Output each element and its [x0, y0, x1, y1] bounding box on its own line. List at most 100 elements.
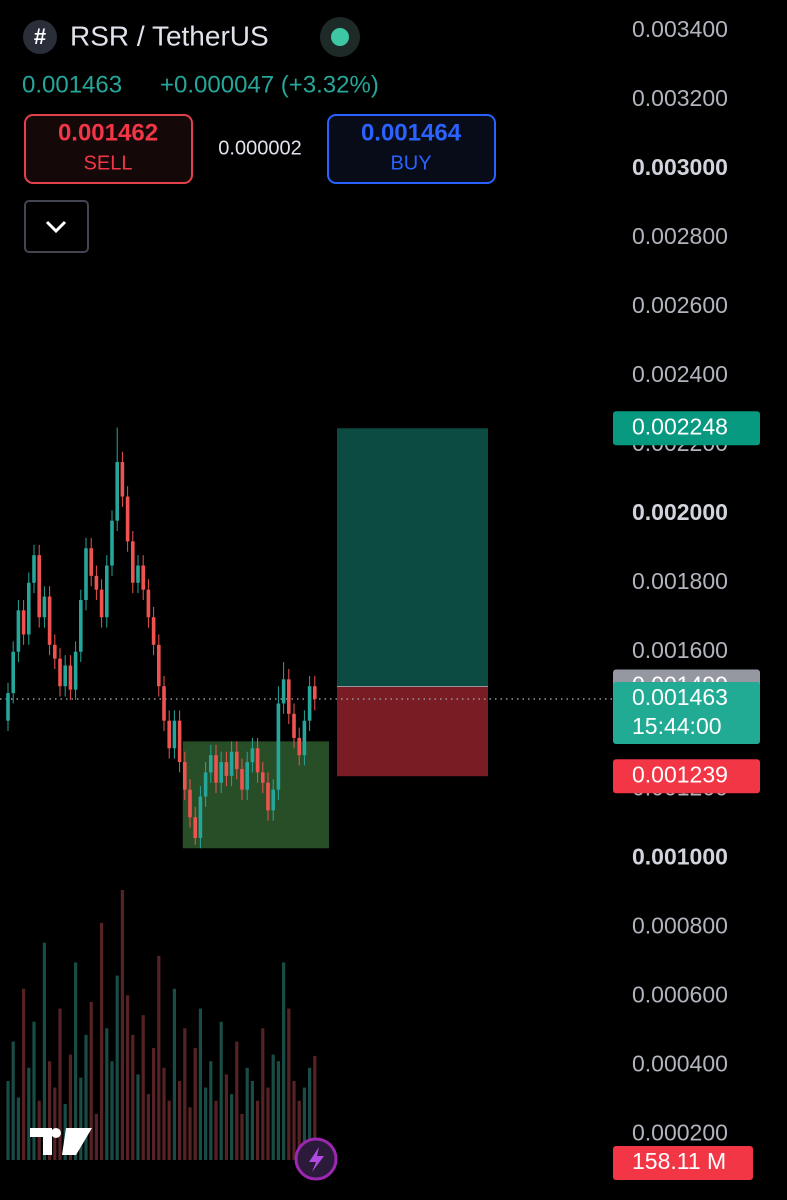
volume-bar [235, 1041, 239, 1160]
sell-price: 0.001462 [58, 119, 158, 146]
volume-bar [240, 1113, 244, 1160]
candle-body [110, 520, 114, 566]
volume-tag [613, 1146, 753, 1180]
volume-bar [157, 955, 161, 1160]
volume-bar [302, 1087, 306, 1160]
volume-bar [276, 1061, 280, 1160]
volume-bar [79, 1077, 83, 1160]
spread: 0.000002 [218, 137, 301, 159]
candle-body [157, 644, 161, 687]
volume-bar [224, 1074, 228, 1160]
volume-bar [271, 1054, 275, 1160]
volume-bar [100, 922, 104, 1160]
candle-body [32, 555, 36, 583]
volume-bar [110, 1061, 114, 1160]
candle-body [136, 565, 140, 583]
candle-body [203, 772, 208, 797]
volume-bar [214, 1100, 218, 1160]
volume-bar [152, 1048, 156, 1160]
volume-bar [74, 962, 78, 1160]
stop-tag-label: 0.001239 [632, 761, 728, 787]
volume-bar [68, 1054, 72, 1160]
volume-bar [162, 1067, 166, 1160]
candle-body [125, 496, 130, 542]
volume-bar [136, 1074, 140, 1160]
y-tick-label: 0.003400 [632, 16, 728, 42]
volume-bar [126, 995, 130, 1160]
chevron-icon [45, 220, 67, 234]
candle-body [313, 686, 317, 699]
candle-body [11, 651, 15, 694]
candle-body [172, 720, 177, 749]
volume-bar [32, 1021, 36, 1160]
volume-bar [198, 1008, 202, 1160]
candle-body [89, 548, 93, 576]
candle-body [281, 679, 286, 704]
volume-bar [58, 1008, 62, 1160]
last-price-tag-label: 15:44:00 [632, 713, 722, 739]
candle-body [307, 686, 312, 721]
volume-bar [292, 1080, 296, 1160]
candle-body [240, 768, 244, 790]
y-tick-label: 0.000600 [632, 982, 728, 1008]
header: # RSR / TetherUS 0.001463 +0.000047 (+3.… [22, 17, 496, 253]
volume-bar [63, 1104, 67, 1160]
candle-body [255, 748, 260, 773]
candle-body [188, 789, 192, 818]
volume-bar [120, 890, 124, 1160]
price: 0.001463 [22, 71, 122, 98]
position-loss [337, 686, 488, 777]
candle-body [151, 617, 156, 645]
y-tick-label: 0.001600 [632, 637, 728, 663]
footer-icons [30, 1128, 338, 1181]
volume-bar [89, 1001, 93, 1160]
candle-body [99, 589, 104, 618]
tradingview-logo[interactable] [30, 1128, 92, 1155]
volume-bar [230, 1094, 234, 1160]
candle-body [146, 589, 151, 618]
candle-body [79, 600, 83, 652]
volume-bar [193, 1048, 197, 1160]
last-price-tag-label: 0.001463 [632, 684, 728, 710]
candle-body [27, 582, 31, 635]
candle-body [53, 644, 57, 659]
volume-tag-label: 158.11 M [632, 1148, 726, 1174]
candle-body [235, 751, 239, 769]
sell-label: SELL [84, 152, 133, 174]
volume-bar [131, 1034, 135, 1160]
candle-body [302, 720, 307, 756]
y-tick-label: 0.001800 [632, 568, 728, 594]
candle-body [198, 796, 203, 838]
candle-body [261, 772, 265, 783]
last-price-tag [613, 681, 760, 744]
candle-body [250, 748, 255, 763]
candle-body [47, 596, 52, 645]
volume-bar [308, 1067, 312, 1160]
y-tick-label: 0.003200 [632, 85, 728, 111]
volume-bar [172, 988, 176, 1160]
candle-body [105, 565, 109, 618]
candle-body [84, 548, 88, 600]
plot-area: 0.003400 0.003200 0.003000 0.002800 0.002600… [0, 16, 760, 1180]
volume-bar [94, 1113, 98, 1160]
buy-button[interactable] [327, 114, 496, 184]
candle-body [245, 762, 249, 790]
volume-bar [16, 1097, 20, 1160]
candle-body [21, 610, 26, 635]
collapse-button[interactable] [24, 200, 89, 253]
volume-bar [141, 1015, 145, 1160]
y-tick-label: 0.000200 [632, 1120, 728, 1146]
symbol[interactable]: RSR / TetherUS [70, 20, 269, 51]
y-tick-label: 0.002400 [632, 361, 728, 387]
volume-bar [11, 1041, 15, 1160]
volume-bar [245, 1067, 249, 1160]
candle-body [177, 720, 182, 763]
sell-button[interactable] [24, 114, 193, 184]
volume-bar [6, 1080, 10, 1160]
candle-body [16, 610, 21, 652]
symbol-icon-glyph: # [34, 24, 46, 49]
candle-body [266, 782, 270, 811]
candle-body [219, 762, 223, 783]
y-tick-label: 0.002800 [632, 223, 728, 249]
y-tick-label: 0.001000 [632, 844, 728, 870]
